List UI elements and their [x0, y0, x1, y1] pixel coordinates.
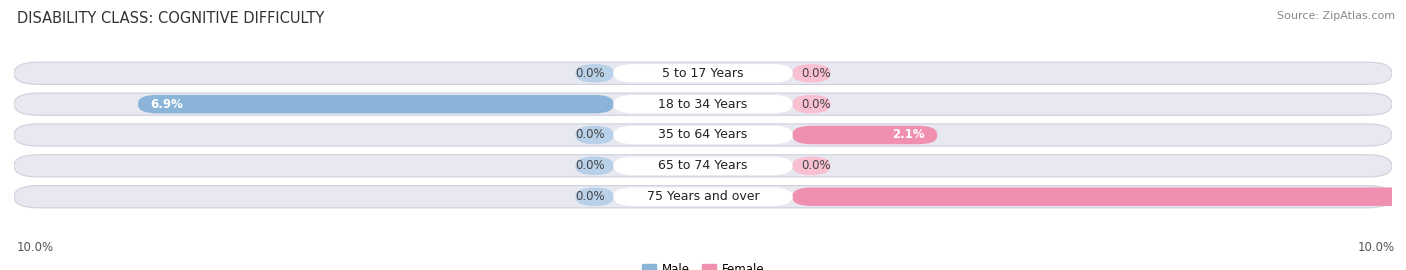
Text: Source: ZipAtlas.com: Source: ZipAtlas.com — [1277, 11, 1395, 21]
FancyBboxPatch shape — [575, 64, 613, 83]
Text: 10.0%: 10.0% — [1358, 241, 1395, 254]
Text: 9.5%: 9.5% — [1402, 190, 1406, 203]
Text: 65 to 74 Years: 65 to 74 Years — [658, 159, 748, 172]
FancyBboxPatch shape — [14, 124, 1392, 146]
FancyBboxPatch shape — [575, 187, 613, 206]
FancyBboxPatch shape — [613, 126, 793, 144]
Text: 0.0%: 0.0% — [575, 159, 605, 172]
Text: 0.0%: 0.0% — [575, 129, 605, 141]
FancyBboxPatch shape — [14, 155, 1392, 177]
Text: 2.1%: 2.1% — [893, 129, 925, 141]
FancyBboxPatch shape — [14, 62, 1392, 85]
Text: 0.0%: 0.0% — [575, 67, 605, 80]
Text: 6.9%: 6.9% — [150, 98, 183, 111]
FancyBboxPatch shape — [793, 64, 831, 83]
Text: 18 to 34 Years: 18 to 34 Years — [658, 98, 748, 111]
Text: 0.0%: 0.0% — [801, 159, 831, 172]
FancyBboxPatch shape — [613, 187, 793, 206]
FancyBboxPatch shape — [793, 157, 831, 175]
FancyBboxPatch shape — [613, 95, 793, 113]
Text: 10.0%: 10.0% — [17, 241, 53, 254]
FancyBboxPatch shape — [138, 95, 613, 113]
FancyBboxPatch shape — [793, 187, 1406, 206]
FancyBboxPatch shape — [575, 157, 613, 175]
Text: 5 to 17 Years: 5 to 17 Years — [662, 67, 744, 80]
FancyBboxPatch shape — [14, 185, 1392, 208]
Text: DISABILITY CLASS: COGNITIVE DIFFICULTY: DISABILITY CLASS: COGNITIVE DIFFICULTY — [17, 11, 325, 26]
FancyBboxPatch shape — [793, 95, 831, 113]
FancyBboxPatch shape — [575, 126, 613, 144]
Text: 35 to 64 Years: 35 to 64 Years — [658, 129, 748, 141]
Text: 75 Years and over: 75 Years and over — [647, 190, 759, 203]
Text: 0.0%: 0.0% — [801, 67, 831, 80]
FancyBboxPatch shape — [613, 64, 793, 83]
FancyBboxPatch shape — [793, 126, 938, 144]
FancyBboxPatch shape — [613, 157, 793, 175]
Text: 0.0%: 0.0% — [575, 190, 605, 203]
FancyBboxPatch shape — [14, 93, 1392, 115]
Legend: Male, Female: Male, Female — [637, 259, 769, 270]
Text: 0.0%: 0.0% — [801, 98, 831, 111]
